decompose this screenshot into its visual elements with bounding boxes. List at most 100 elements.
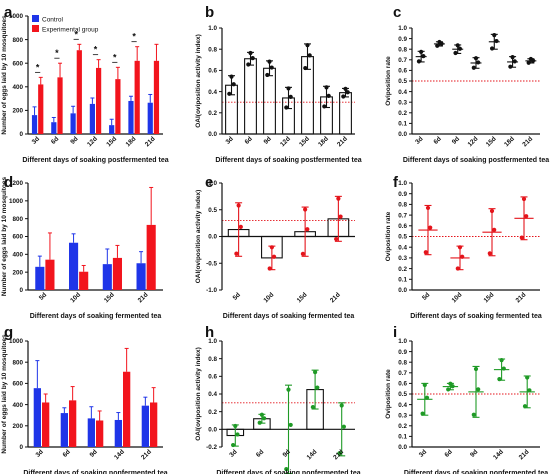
data-point xyxy=(310,404,315,410)
y-tick-label: 0.4 xyxy=(398,89,407,96)
y-tick-label: 0.2 xyxy=(208,110,217,117)
data-point xyxy=(424,395,430,400)
x-tick-label: 12d xyxy=(279,135,292,148)
panel-letter-c: c xyxy=(393,4,401,21)
x-tick-label: 15d xyxy=(483,291,496,304)
y-tick-label: 400 xyxy=(12,252,23,259)
y-tick-label: 0.1 xyxy=(398,434,407,441)
data-point xyxy=(473,366,479,372)
y-tick-label: 400 xyxy=(12,402,23,409)
y-tick-label: 0.0 xyxy=(398,131,407,138)
significance-star: * xyxy=(36,62,40,72)
y-tick-label: 0.0 xyxy=(398,444,407,451)
data-point xyxy=(422,382,427,388)
bar-control xyxy=(33,388,41,447)
panel-letter-h: h xyxy=(205,324,214,341)
panel-a: a 0 200 400 600 800 1000 * * * * * * Control Experimen… xyxy=(1,4,169,164)
data-point xyxy=(269,65,274,70)
x-tick-label: 3d xyxy=(418,448,428,458)
bar-control xyxy=(51,122,57,134)
x-tick-label: 18d xyxy=(317,135,330,148)
bar-experimental xyxy=(79,271,89,290)
y-axis-title: Oviposition rate xyxy=(385,211,392,261)
data-point xyxy=(476,387,481,392)
x-axis-title: Different days of soaking nonfermented t… xyxy=(404,470,548,474)
bar-control xyxy=(89,103,95,134)
y-tick-label: 0.8 xyxy=(398,202,407,209)
y-tick-label: 800 xyxy=(12,216,23,223)
legend-label: Experimental group xyxy=(42,26,99,33)
y-tick-label: 0.7 xyxy=(398,212,407,219)
x-axis-title: Different days of soaking fermented tea xyxy=(30,313,162,320)
bar-control xyxy=(102,264,112,290)
y-tick-label: 0.2 xyxy=(398,423,407,430)
data-point xyxy=(315,385,320,390)
data-point xyxy=(248,50,253,56)
x-tick-label: 9d xyxy=(69,135,79,145)
x-axis-title: Different days of soaking nonfermented t… xyxy=(216,470,360,474)
significance-star: * xyxy=(55,48,59,58)
x-tick-label: 3d xyxy=(225,135,235,145)
data-point xyxy=(524,214,529,219)
bar-control xyxy=(31,115,38,134)
y-axis-title: OAI(oviposition activity index) xyxy=(195,347,202,441)
significance-star: * xyxy=(74,29,78,39)
bar-experimental xyxy=(123,371,131,447)
data-point xyxy=(497,377,502,382)
y-tick-label: -0.5 xyxy=(206,260,217,267)
data-point xyxy=(229,74,234,79)
y-tick-label: 0.5 xyxy=(398,78,407,85)
x-tick-label: 9d xyxy=(282,448,292,458)
x-tick-label: 14d xyxy=(492,448,505,461)
panel-letter-a: a xyxy=(4,4,13,21)
bar-experimental xyxy=(153,60,160,135)
x-axis-title: Different days of soaking postfermented … xyxy=(403,157,549,164)
data-point xyxy=(473,56,479,61)
data-point xyxy=(234,251,239,256)
y-tick-label: 0.8 xyxy=(398,359,407,366)
y-tick-label: 800 xyxy=(12,359,23,366)
data-point xyxy=(526,60,531,65)
panel-i: i 0.0 0.1 0.2 0.3 0.4 0.5 0.6 0.7 0.8 0.9 1.0 3d 6d 9d… xyxy=(385,324,548,474)
bar-experimental xyxy=(76,50,82,134)
data-point xyxy=(284,466,289,472)
y-axis-title: Oviposition rate xyxy=(385,369,392,419)
y-tick-label: 0.3 xyxy=(398,412,407,419)
y-tick-label: 0.2 xyxy=(398,110,407,117)
bar-control xyxy=(136,263,146,290)
bar-control xyxy=(60,413,68,447)
data-point xyxy=(525,375,530,380)
x-tick-label: 12d xyxy=(86,135,99,148)
data-point xyxy=(501,366,506,371)
x-tick-label: 15d xyxy=(298,135,311,148)
y-tick-label: 0.9 xyxy=(398,36,407,43)
data-point xyxy=(267,266,272,271)
bar-experimental xyxy=(45,259,55,290)
panel-h: h -0.2 0.0 0.2 0.4 0.6 0.8 1.0 3d 6d 9d 14d 21d Diffe… xyxy=(195,324,361,474)
x-tick-label: 15d xyxy=(296,291,309,304)
bar xyxy=(339,92,352,135)
y-tick-label: 200 xyxy=(12,269,23,276)
y-tick-label: 0.0 xyxy=(208,131,217,138)
data-point xyxy=(512,59,517,64)
y-tick-label: 1.0 xyxy=(208,180,217,187)
x-tick-label: 15d xyxy=(105,135,118,148)
y-tick-label: 1000 xyxy=(9,338,24,345)
data-point xyxy=(238,224,243,229)
panel-letter-e: e xyxy=(205,174,213,191)
data-point xyxy=(339,403,344,408)
x-tick-label: 14d xyxy=(113,448,126,461)
x-tick-label: 9d xyxy=(451,135,461,145)
x-axis-title: Different days of soaking postfermented … xyxy=(22,157,168,164)
y-tick-label: 200 xyxy=(12,108,23,115)
y-tick-label: 1000 xyxy=(9,198,24,205)
y-tick-label: 0.6 xyxy=(208,374,217,381)
bar-control xyxy=(141,405,149,447)
y-tick-label: 200 xyxy=(12,423,23,430)
x-tick-label: 12d xyxy=(467,135,480,148)
x-tick-label: 21d xyxy=(521,135,534,148)
bar-experimental xyxy=(150,402,158,447)
x-tick-label: 21d xyxy=(332,448,345,461)
legend-label: Control xyxy=(42,16,64,23)
y-tick-label: 0.3 xyxy=(398,99,407,106)
